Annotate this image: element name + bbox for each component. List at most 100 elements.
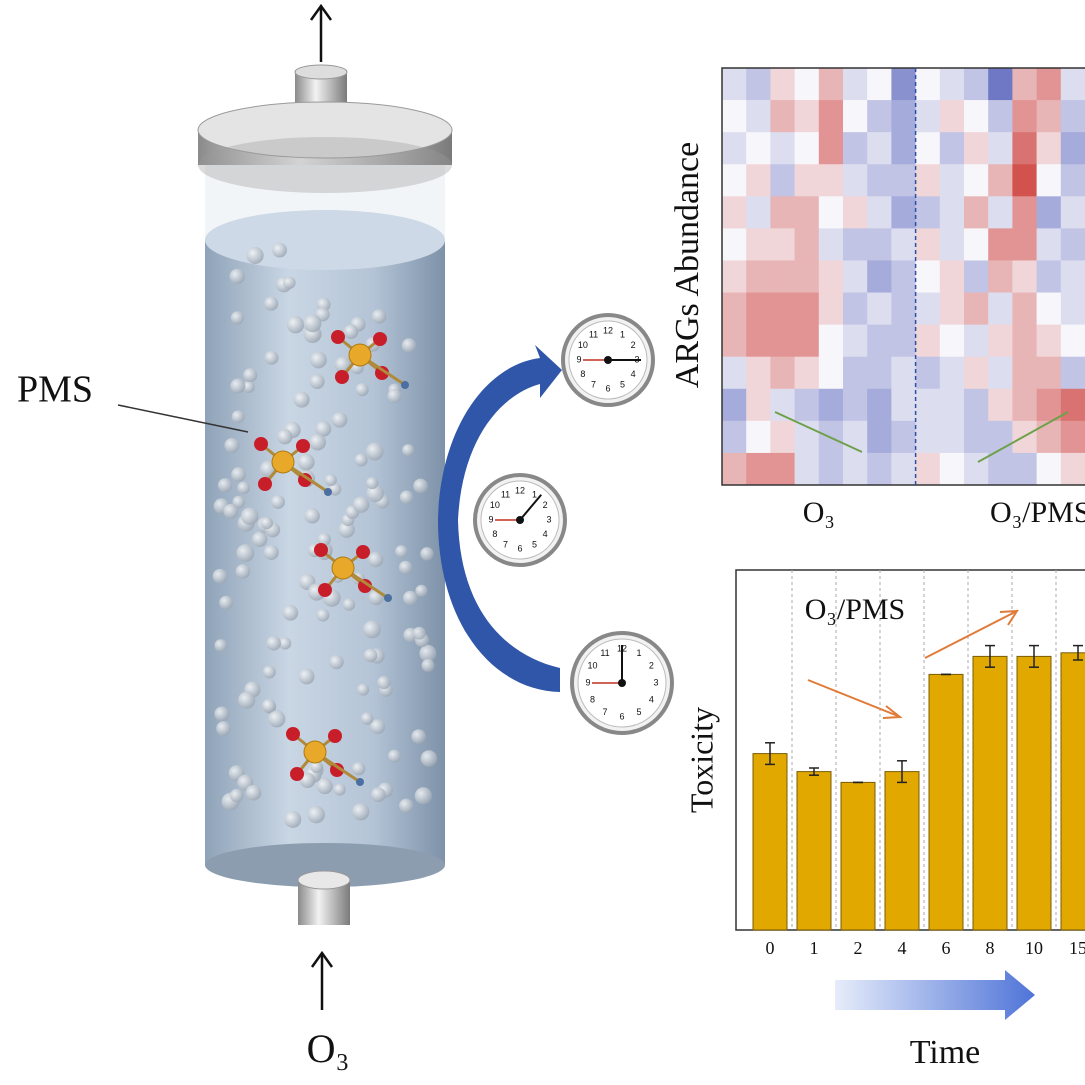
heatmap-cell xyxy=(818,196,844,229)
clock-numeral: 5 xyxy=(532,539,537,549)
bubble xyxy=(297,453,315,471)
bubble xyxy=(237,481,250,495)
heatmap-cell xyxy=(843,356,868,390)
heatmap-cell xyxy=(722,68,747,101)
bubble xyxy=(299,772,316,789)
heatmap-cell xyxy=(915,420,941,454)
bubble xyxy=(264,296,279,311)
heatmap-cell xyxy=(770,164,796,197)
heatmap-cell xyxy=(915,196,941,229)
bubble xyxy=(238,691,256,709)
bubble xyxy=(303,314,322,333)
bubble xyxy=(370,719,386,735)
clock-numeral: 5 xyxy=(620,379,625,389)
heatmap-cell xyxy=(818,68,844,101)
heatmap-cell xyxy=(1036,260,1062,294)
pms-molecule xyxy=(314,543,392,602)
clock-numeral: 11 xyxy=(589,329,598,339)
bubble xyxy=(214,706,230,722)
heatmap-cell xyxy=(770,356,796,390)
heatmap-cell xyxy=(843,100,868,133)
heatmap-cell xyxy=(988,196,1013,229)
heatmap-cell xyxy=(1060,292,1085,326)
heatmap-cell xyxy=(939,132,965,165)
heatmap-cell xyxy=(1012,260,1038,294)
bar xyxy=(884,771,920,931)
heatmap-cell xyxy=(915,452,941,486)
heatmap-group-label: O₃ xyxy=(803,496,835,529)
heatmap-cell xyxy=(794,452,820,486)
bubble xyxy=(317,532,331,547)
oxygen-atom xyxy=(356,545,370,559)
heatmap-cell xyxy=(915,68,941,101)
time-arrow xyxy=(835,970,1035,1020)
heatmap-cell xyxy=(722,260,747,294)
heatmap-cell xyxy=(867,164,892,197)
heatmap-cell xyxy=(891,196,917,229)
heatmap-cell xyxy=(746,132,771,165)
x-tick-label: 4 xyxy=(898,938,907,958)
clock-numeral: 3 xyxy=(653,677,658,687)
heatmap-cell xyxy=(939,356,965,390)
pms-pointer xyxy=(117,404,249,433)
clock-numeral: 10 xyxy=(588,660,598,670)
bubble xyxy=(421,658,435,672)
bubble xyxy=(283,276,296,289)
bubble xyxy=(316,778,333,795)
heatmap-cell xyxy=(1012,388,1038,422)
oxygen-atom xyxy=(401,381,409,389)
heatmap-cell xyxy=(939,324,965,358)
heatmap-cell xyxy=(746,420,771,454)
heatmap-cell xyxy=(964,324,989,358)
oxygen-atom xyxy=(373,332,387,346)
heatmap-cell xyxy=(794,292,820,326)
heatmap-cell xyxy=(1036,292,1062,326)
heatmap-cell xyxy=(746,164,771,197)
heatmap-cell xyxy=(722,196,747,229)
heatmap-cell xyxy=(915,388,941,422)
trend-arrow xyxy=(977,411,1069,463)
heatmap-cell xyxy=(1036,196,1062,229)
heatmap-cell xyxy=(1036,452,1062,486)
heatmap-cell xyxy=(867,324,892,358)
clock-numeral: 10 xyxy=(578,340,588,350)
bar-x-label: Time xyxy=(910,1034,981,1071)
clock-numeral: 8 xyxy=(492,529,497,539)
x-tick-label: 8 xyxy=(986,938,995,958)
bubble xyxy=(286,316,305,334)
heatmap-cell xyxy=(746,228,771,261)
heatmap-cell xyxy=(891,132,917,165)
heatmap-cell xyxy=(988,356,1013,390)
heatmap-cell xyxy=(722,164,747,197)
heatmap-cell xyxy=(843,228,868,261)
heatmap-cell xyxy=(794,356,820,390)
heatmap-cell xyxy=(818,100,844,133)
heatmap-cell xyxy=(1012,132,1038,165)
heatmap-cell xyxy=(964,356,989,390)
heatmap-cell xyxy=(939,228,965,261)
clock-numeral: 1 xyxy=(636,648,641,658)
bubble xyxy=(223,503,239,519)
heatmap-cell xyxy=(1012,68,1038,101)
heatmap-cell xyxy=(891,324,917,358)
heatmap-cell xyxy=(867,452,892,486)
heatmap-cell xyxy=(867,420,892,454)
bubble xyxy=(399,490,414,505)
oxygen-atom xyxy=(356,778,364,786)
bubble xyxy=(282,605,299,621)
clock-numeral: 4 xyxy=(543,529,548,539)
clock-numeral: 4 xyxy=(631,369,636,379)
heatmap-cell xyxy=(939,164,965,197)
heatmap-cell xyxy=(964,164,989,197)
clock-numeral: 9 xyxy=(585,677,590,687)
bubble xyxy=(266,635,281,651)
heatmap-cell xyxy=(915,164,941,197)
clock-numeral: 1 xyxy=(532,489,537,499)
heatmap-cell xyxy=(843,196,868,229)
clock-numeral: 10 xyxy=(490,500,500,510)
heatmap-group-label: O₃/PMS xyxy=(990,496,1085,529)
heatmap-cell xyxy=(964,132,989,165)
heatmap-cell xyxy=(818,260,844,294)
inlet-label: O₃ xyxy=(307,1026,350,1071)
